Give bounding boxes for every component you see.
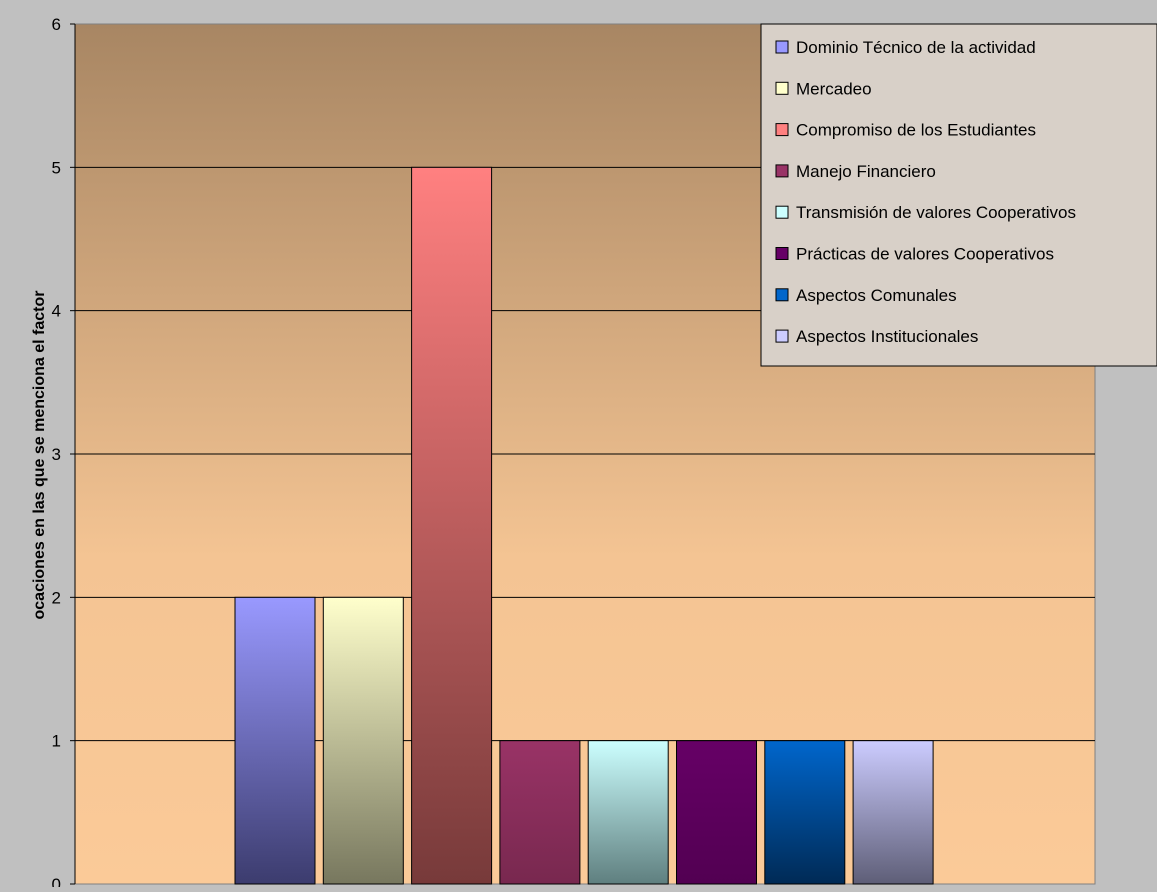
legend-entry-label: Mercadeo xyxy=(796,79,872,98)
bar-8 xyxy=(852,740,934,885)
legend-box xyxy=(760,23,1157,367)
legend-entry-label: Transmisión de valores Cooperativos xyxy=(796,203,1076,222)
legend-entry-label: Prácticas de valores Cooperativos xyxy=(796,245,1054,264)
y-axis-label: ocaciones en las que se menciona el fact… xyxy=(31,290,48,619)
legend-swatch xyxy=(775,164,789,178)
bar-3 xyxy=(411,166,493,885)
legend: Dominio Técnico de la actividad Mercadeo C… xyxy=(760,23,1157,367)
legend-entry-label: Compromiso de los Estudiantes xyxy=(796,121,1036,140)
legend-swatch xyxy=(775,81,789,95)
legend-swatch xyxy=(775,288,789,302)
bar-4 xyxy=(499,740,581,885)
legend-entry-label: Manejo Financiero xyxy=(796,162,936,181)
bar-6 xyxy=(676,740,757,885)
legend-swatch xyxy=(775,247,789,260)
bar-5 xyxy=(587,740,669,885)
bar-1 xyxy=(234,596,316,885)
y-tick-label: 2 xyxy=(52,588,61,607)
bar-2 xyxy=(322,596,404,885)
legend-entry-label: Aspectos Institucionales xyxy=(796,327,978,346)
y-tick-labels: 0 1 2 3 4 5 6 xyxy=(52,15,61,892)
y-tick-label: 6 xyxy=(52,15,61,34)
legend-swatch xyxy=(775,205,789,219)
legend-swatch xyxy=(775,123,789,137)
legend-entry-label: Aspectos Comunales xyxy=(796,286,957,305)
y-tick-label: 4 xyxy=(52,302,61,321)
legend-swatch xyxy=(775,40,789,54)
y-tick-label: 3 xyxy=(52,445,61,464)
y-tick-label: 1 xyxy=(52,732,61,751)
legend-swatch xyxy=(775,329,789,343)
bar-7 xyxy=(764,740,846,885)
legend-entry-label: Dominio Técnico de la actividad xyxy=(796,38,1036,57)
y-tick-label: 5 xyxy=(52,158,61,177)
axes xyxy=(70,23,76,885)
y-tick-label: 0 xyxy=(52,875,61,887)
bars xyxy=(234,166,934,885)
